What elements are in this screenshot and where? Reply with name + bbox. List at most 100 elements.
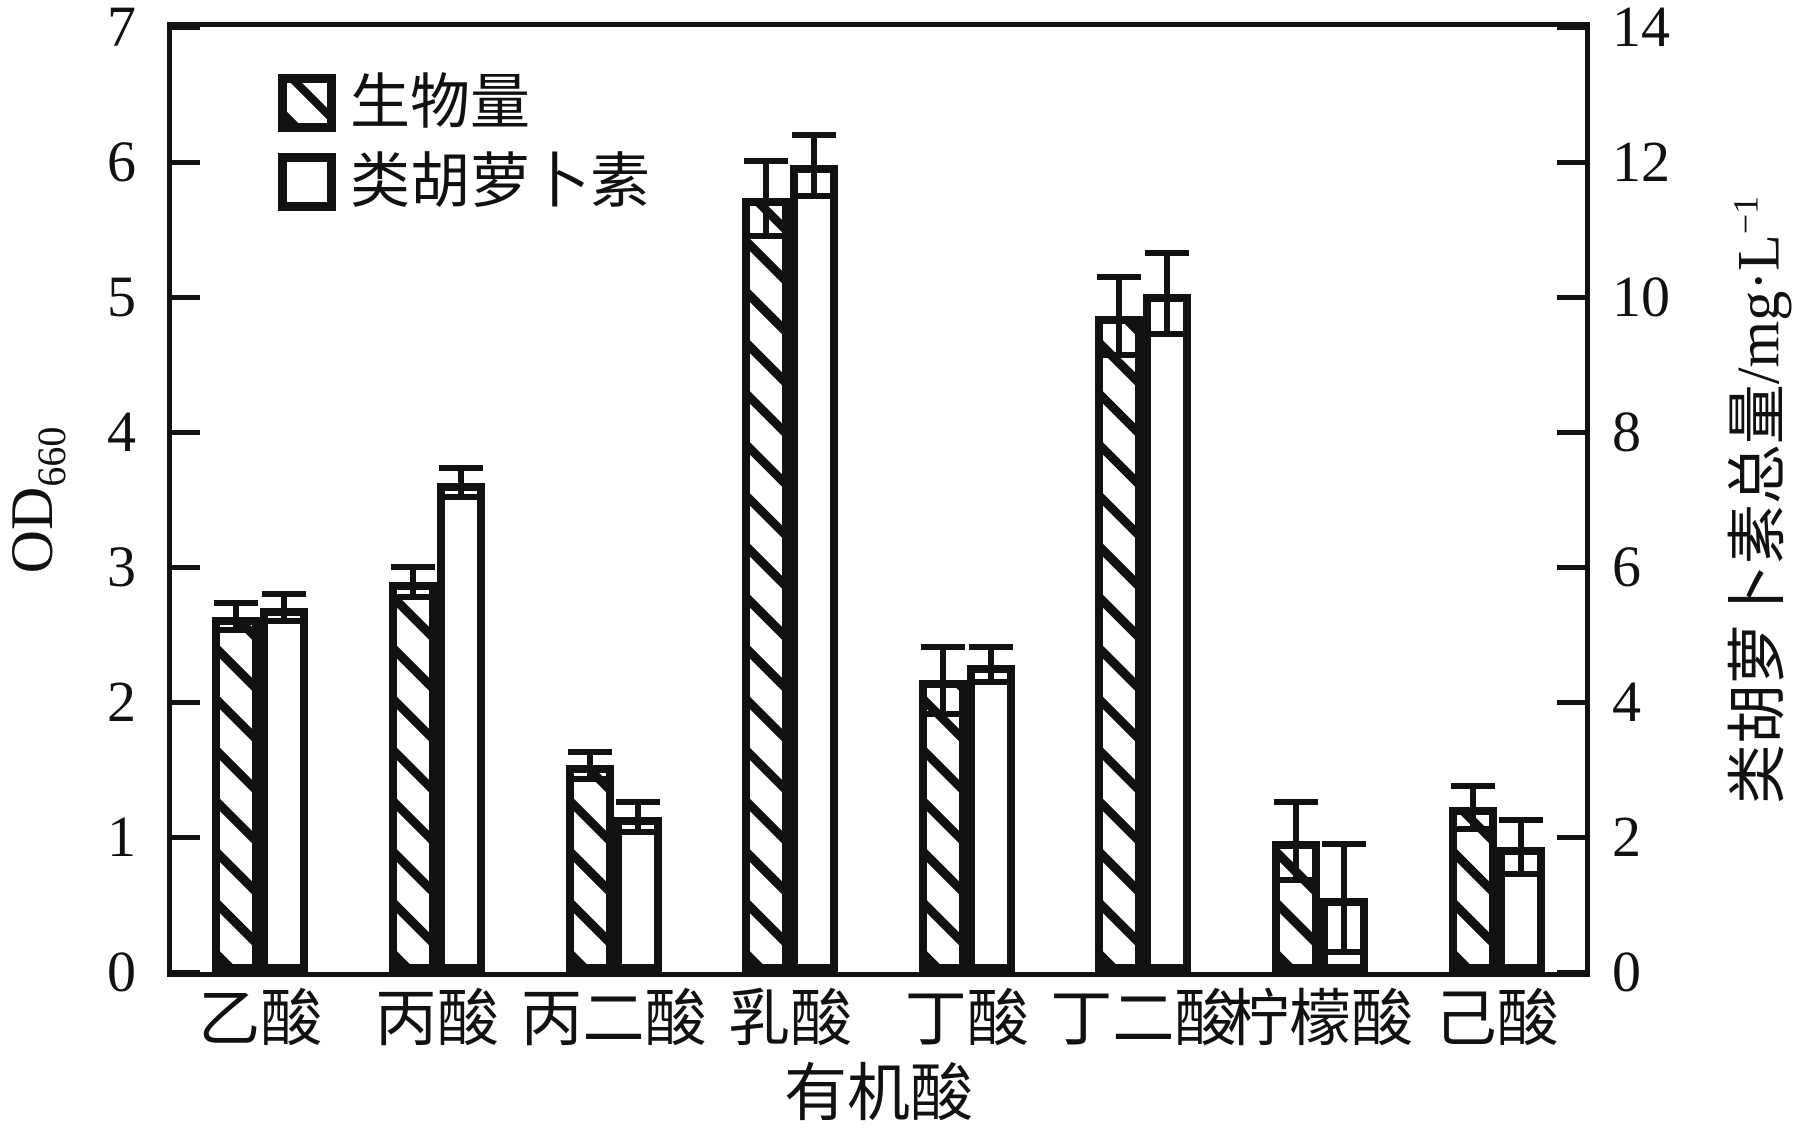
error-bar-line (281, 594, 288, 621)
left-axis-tick-label: 2 (107, 669, 136, 734)
right-axis-tick (1557, 969, 1585, 975)
error-bar-cap-top (1097, 273, 1142, 280)
error-bar-cap-top (567, 748, 612, 755)
carotenoid-open-swatch-icon (278, 153, 336, 211)
error-bar-cap-top (1145, 250, 1190, 257)
error-bar-cap-bottom (1498, 871, 1543, 878)
right-axis-tick (1557, 159, 1585, 165)
right-axis-tick-label: 8 (1612, 399, 1641, 464)
bar-carotenoid (1143, 293, 1192, 972)
left-axis-tick (172, 834, 200, 840)
error-bar-line (939, 646, 946, 715)
bar-biomass (388, 581, 437, 972)
left-axis-tick-label: 5 (107, 264, 136, 329)
legend-item-biomass: 生物量 (278, 72, 650, 134)
left-axis-tick-label: 1 (107, 804, 136, 869)
right-axis-title-superscript: −1 (1725, 195, 1766, 235)
bar-carotenoid (613, 816, 662, 972)
left-axis-tick (172, 564, 200, 570)
error-bar-cap-bottom (920, 711, 965, 718)
right-axis-tick-label: 0 (1612, 939, 1641, 1004)
right-axis-tick (1557, 564, 1585, 570)
error-bar-line (1469, 785, 1476, 829)
right-axis-tick-label: 2 (1612, 804, 1641, 869)
right-axis-tick-label: 6 (1612, 534, 1641, 599)
error-bar-line (811, 135, 818, 196)
x-axis-title: 有机酸 (784, 1059, 973, 1129)
error-bar-cap-bottom (615, 828, 660, 835)
bar-biomass (1095, 315, 1144, 972)
error-bar-cap-bottom (262, 618, 307, 624)
error-bar-cap-top (1274, 798, 1319, 805)
error-bar-cap-bottom (567, 775, 612, 782)
error-bar-cap-top (744, 157, 789, 164)
error-bar-line (586, 751, 593, 779)
right-axis-tick-label: 4 (1612, 669, 1641, 734)
error-bar-line (1293, 801, 1300, 881)
right-axis-tick (1557, 429, 1585, 435)
left-axis-tick (172, 429, 200, 435)
bar-carotenoid (966, 664, 1015, 972)
bar-biomass (742, 198, 791, 972)
category-label: 乳酸 (728, 986, 853, 1054)
right-axis-tick (1557, 24, 1585, 30)
category-label: 丁酸 (904, 986, 1029, 1054)
error-bar-cap-top (615, 798, 660, 805)
error-bar-cap-bottom (744, 233, 789, 240)
error-bar-cap-bottom (1097, 352, 1142, 359)
error-bar-cap-top (1322, 840, 1367, 847)
right-axis-tick (1557, 834, 1585, 840)
error-bar-cap-bottom (1145, 331, 1190, 338)
bar-carotenoid (436, 482, 485, 972)
error-bar-line (233, 603, 240, 631)
category-label: 己酸 (1434, 986, 1559, 1054)
bar-carotenoid (790, 165, 839, 972)
left-axis-tick-label: 4 (107, 399, 136, 464)
bar-biomass (918, 680, 967, 972)
error-bar-line (457, 467, 464, 498)
left-axis-tick (172, 969, 200, 975)
error-bar-line (763, 160, 770, 237)
category-label: 乙酸 (198, 986, 323, 1054)
bar-biomass (565, 765, 614, 972)
left-axis-tick (172, 159, 200, 165)
error-bar-line (1517, 820, 1524, 875)
bar-biomass (1448, 807, 1497, 972)
error-bar-cap-bottom (1450, 825, 1495, 832)
left-axis-tick-label: 0 (107, 939, 136, 1004)
bar-carotenoid (260, 607, 309, 972)
error-bar-cap-bottom (390, 593, 435, 600)
left-axis-tick-label: 6 (107, 129, 136, 194)
bar-biomass (212, 616, 261, 972)
error-bar-cap-top (262, 591, 307, 597)
error-bar-line (987, 647, 994, 683)
category-label: 丙二酸 (520, 986, 707, 1054)
error-bar-cap-bottom (214, 627, 259, 634)
category-label: 丁二酸 (1050, 986, 1237, 1054)
error-bar-line (1116, 276, 1123, 356)
error-bar-cap-top (1498, 817, 1543, 824)
left-axis-tick (172, 699, 200, 705)
error-bar-cap-bottom (1322, 948, 1367, 955)
right-axis-tick (1557, 294, 1585, 300)
legend-label-biomass: 生物量 (350, 70, 530, 136)
right-axis-tick-label: 10 (1612, 264, 1670, 329)
error-bar-cap-top (438, 464, 483, 471)
error-bar-cap-top (792, 132, 837, 138)
error-bar-line (1164, 253, 1171, 335)
category-label: 柠檬酸 (1227, 986, 1414, 1054)
error-bar-line (409, 567, 416, 597)
right-axis-tick-label: 12 (1612, 129, 1670, 194)
category-label: 丙酸 (374, 986, 499, 1054)
biomass-hatch-swatch-icon (278, 74, 336, 132)
error-bar-cap-top (920, 643, 965, 650)
left-axis-tick (172, 294, 200, 300)
right-axis-tick (1557, 699, 1585, 705)
left-axis-tick-label: 7 (107, 0, 136, 59)
error-bar-cap-top (214, 600, 259, 607)
error-bar-cap-top (1450, 782, 1495, 789)
error-bar-cap-bottom (438, 494, 483, 501)
legend-label-carotenoid: 类胡萝卜素 (350, 149, 650, 215)
error-bar-line (634, 801, 641, 832)
